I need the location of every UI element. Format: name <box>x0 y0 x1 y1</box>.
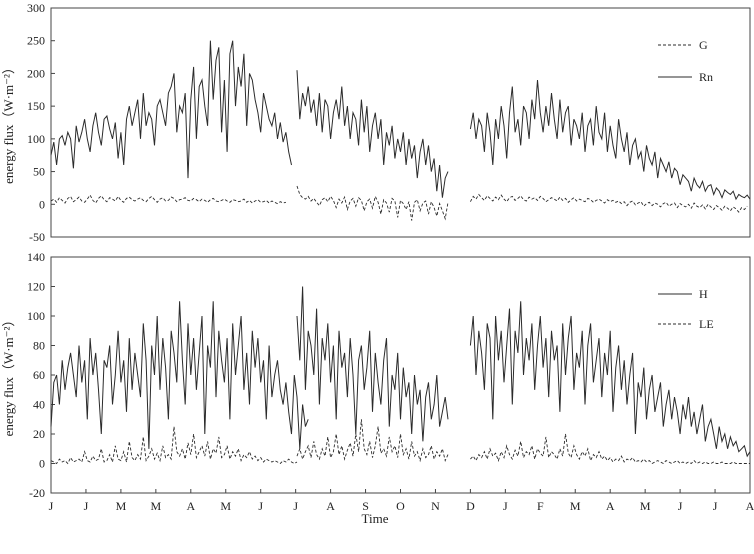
x-tick-label: M <box>151 499 162 513</box>
y-tick-label: 300 <box>27 1 45 15</box>
y-tick-label: -20 <box>29 486 45 500</box>
x-tick-label: J <box>678 499 683 513</box>
y-tick-label: -50 <box>29 230 45 244</box>
y-tick-label: 20 <box>33 427 45 441</box>
x-tick-label: N <box>431 499 440 513</box>
legend-label-le: LE <box>699 317 714 331</box>
series-line-rn <box>296 70 449 198</box>
x-tick-label: J <box>503 499 508 513</box>
x-tick-label: A <box>606 499 615 513</box>
series-line-rn <box>469 79 751 201</box>
series-line-g <box>50 194 287 205</box>
legend-label-g: G <box>699 38 708 52</box>
x-tick-label: A <box>746 499 754 513</box>
y-axis-title: energy flux（W·m⁻²） <box>1 61 16 184</box>
y-tick-label: 100 <box>27 309 45 323</box>
x-tick-label: J <box>49 499 54 513</box>
series-line-g <box>470 193 748 213</box>
x-tick-label: M <box>640 499 651 513</box>
y-tick-label: 60 <box>33 368 45 382</box>
y-axis-title: energy flux（W·m⁻²） <box>1 314 16 437</box>
y-tick-label: 100 <box>27 132 45 146</box>
x-tick-label: J <box>84 499 89 513</box>
series-line-le <box>296 419 449 463</box>
x-tick-label: M <box>116 499 127 513</box>
y-tick-label: 140 <box>27 250 45 264</box>
series-line-g <box>296 185 449 221</box>
y-tick-label: 200 <box>27 66 45 80</box>
legend-label-h: H <box>699 287 708 301</box>
y-tick-label: 0 <box>39 457 45 471</box>
x-tick-label: M <box>570 499 581 513</box>
x-tick-label: S <box>362 499 369 513</box>
x-tick-label: M <box>220 499 231 513</box>
plot-frame <box>50 7 751 238</box>
x-tick-label: O <box>396 499 405 513</box>
y-tick-label: 50 <box>33 165 45 179</box>
x-tick-label: A <box>186 499 195 513</box>
top-panel-rn-g: -50 0 50 100 150 200 250 300 energy flux（W·m⁻²） G… <box>1 1 751 244</box>
y-tick-label: 120 <box>27 280 45 294</box>
plot-frame <box>50 256 751 494</box>
series-line-h <box>296 286 449 442</box>
x-tick-label: J <box>258 499 263 513</box>
y-tick-label: 40 <box>33 398 45 412</box>
x-tick-label: F <box>537 499 544 513</box>
series-line-h <box>50 301 309 449</box>
y-tick-label: 0 <box>39 197 45 211</box>
bottom-panel-h-le: -20 0 20 40 60 80 100 120 140 energy flux（W·m⁻²） H… <box>1 250 751 500</box>
x-tick-label: D <box>466 499 475 513</box>
series-line-le <box>470 433 750 465</box>
x-tick-label: J <box>293 499 298 513</box>
series-line-rn <box>50 40 292 179</box>
y-tick-label: 150 <box>27 99 45 113</box>
x-tick-label: J <box>713 499 718 513</box>
series-line-le <box>50 426 298 465</box>
x-tick-label: A <box>326 499 335 513</box>
y-tick-label: 250 <box>27 34 45 48</box>
x-axis-title: Time <box>362 511 389 526</box>
y-tick-label: 80 <box>33 339 45 353</box>
legend-label-rn: Rn <box>699 70 713 84</box>
series-line-h <box>469 301 751 458</box>
